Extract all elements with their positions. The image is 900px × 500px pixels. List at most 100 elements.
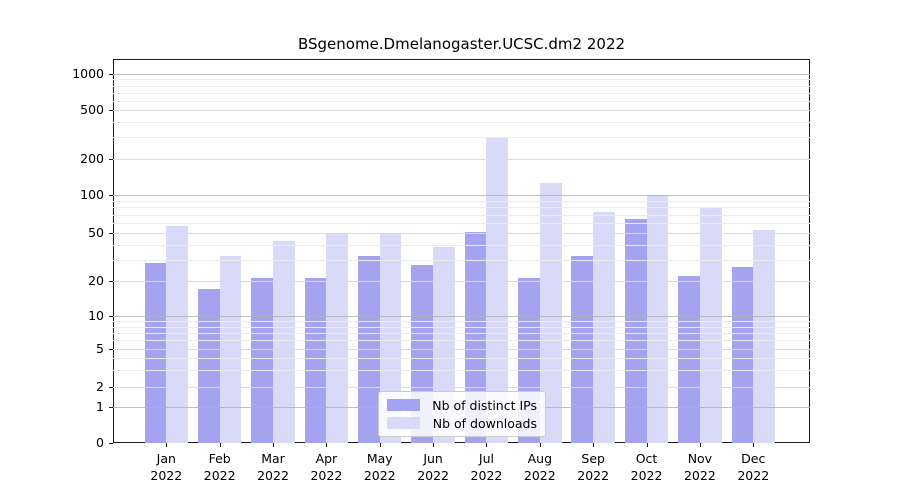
x-tick-label: Jun 2022 [405, 450, 461, 484]
bar-downloads-apr [326, 233, 349, 443]
minor-gridline [113, 200, 810, 202]
bar-downloads-mar [273, 240, 295, 443]
year-label: 2022 [363, 468, 396, 483]
y-tick-label: 5 [96, 341, 104, 356]
minor-gridline [113, 100, 810, 102]
x-tick-mark [166, 443, 168, 447]
year-label: 2022 [577, 468, 610, 483]
month-label: Jun [423, 451, 443, 466]
month-label: May [366, 451, 393, 466]
mid-gridline [113, 349, 810, 350]
bar-downloads-may [379, 234, 402, 443]
y-tick-label: 10 [88, 308, 104, 323]
minor-gridline [113, 332, 810, 334]
legend-label-downloads: Nb of downloads [432, 415, 537, 431]
month-label: Apr [315, 451, 338, 466]
major-gridline [113, 316, 810, 317]
bar-ips-jul [464, 231, 487, 443]
minor-gridline [113, 79, 810, 81]
year-label: 2022 [257, 468, 289, 483]
year-label: 2022 [417, 468, 449, 483]
x-tick-mark [379, 443, 381, 447]
legend-swatch-distinct-ips [387, 399, 420, 411]
minor-gridline [113, 214, 810, 216]
y-tick-label: 0 [96, 435, 104, 450]
month-label: Jul [478, 451, 494, 466]
minor-gridline [113, 92, 810, 94]
minor-gridline [113, 85, 810, 87]
x-tick-label: Jan 2022 [138, 450, 194, 484]
legend-item-downloads: Nb of downloads [387, 416, 537, 431]
y-tick-mark [109, 443, 113, 444]
x-tick-label: Oct 2022 [619, 450, 675, 484]
bar-downloads-sep [593, 212, 615, 443]
legend-label-distinct-ips: Nb of distinct IPs [432, 397, 537, 413]
x-tick-mark [433, 443, 435, 447]
month-label: Dec [741, 451, 766, 466]
legend-swatch-downloads [387, 417, 420, 429]
x-tick-label: Mar 2022 [245, 450, 301, 484]
x-tick-mark [646, 443, 648, 447]
year-label: 2022 [630, 468, 663, 483]
x-tick-mark [326, 443, 328, 447]
y-tick-label: 1 [96, 399, 104, 414]
month-label: Jan [156, 451, 176, 466]
bar-downloads-nov [699, 207, 722, 443]
y-tick-label: 1000 [72, 66, 104, 81]
x-tick-label: Sep 2022 [565, 450, 621, 484]
x-tick-label: Jul 2022 [458, 450, 514, 484]
year-label: 2022 [203, 468, 236, 483]
minor-gridline [113, 244, 810, 246]
x-tick-label: Aug 2022 [512, 450, 568, 484]
month-label: Oct [635, 451, 658, 466]
bar-ips-dec [731, 267, 754, 443]
y-tick-label: 100 [80, 187, 104, 202]
y-tick-mark [109, 159, 113, 160]
x-tick-mark [486, 443, 488, 447]
minor-gridline [113, 358, 810, 360]
minor-gridline [113, 137, 810, 139]
minor-gridline [113, 326, 810, 328]
month-label: Mar [261, 451, 285, 466]
mid-gridline [113, 159, 810, 160]
y-tick-label: 20 [88, 273, 104, 288]
bar-downloads-dec [753, 229, 775, 443]
x-tick-mark [273, 443, 275, 447]
year-label: 2022 [737, 468, 770, 483]
x-tick-mark [593, 443, 595, 447]
x-tick-mark [699, 443, 701, 447]
chart-title: BSgenome.Dmelanogaster.UCSC.dm2 2022 [297, 35, 626, 53]
bar-ips-jan [144, 263, 167, 443]
mid-gridline [113, 281, 810, 282]
y-tick-mark [109, 316, 113, 317]
y-tick-label: 500 [80, 102, 104, 117]
x-tick-mark [753, 443, 755, 447]
year-label: 2022 [470, 468, 503, 483]
x-tick-label: Apr 2022 [298, 450, 354, 484]
x-tick-label: May 2022 [352, 450, 408, 484]
bar-downloads-jan [166, 225, 188, 443]
bar-ips-nov [678, 276, 700, 443]
month-label: Aug [527, 451, 553, 466]
bar-ips-mar [251, 278, 273, 443]
minor-gridline [113, 223, 810, 224]
bar-ips-feb [197, 289, 220, 443]
y-tick-mark [109, 195, 113, 196]
x-tick-mark [219, 443, 221, 447]
x-tick-label: Dec 2022 [725, 450, 781, 484]
major-gridline [113, 195, 810, 196]
legend-item-distinct-ips: Nb of distinct IPs [387, 398, 537, 413]
legend: Nb of distinct IPs Nb of downloads [378, 391, 546, 437]
major-gridline [113, 74, 810, 75]
year-label: 2022 [310, 468, 343, 483]
year-label: 2022 [683, 468, 716, 483]
y-tick-label: 50 [88, 225, 104, 240]
y-tick-mark [109, 407, 113, 408]
mid-gridline [113, 110, 810, 111]
bar-downloads-oct [646, 195, 669, 443]
y-tick-label: 200 [80, 151, 104, 166]
mid-gridline [113, 387, 810, 388]
y-tick-mark [109, 233, 113, 234]
y-tick-mark [109, 281, 113, 282]
